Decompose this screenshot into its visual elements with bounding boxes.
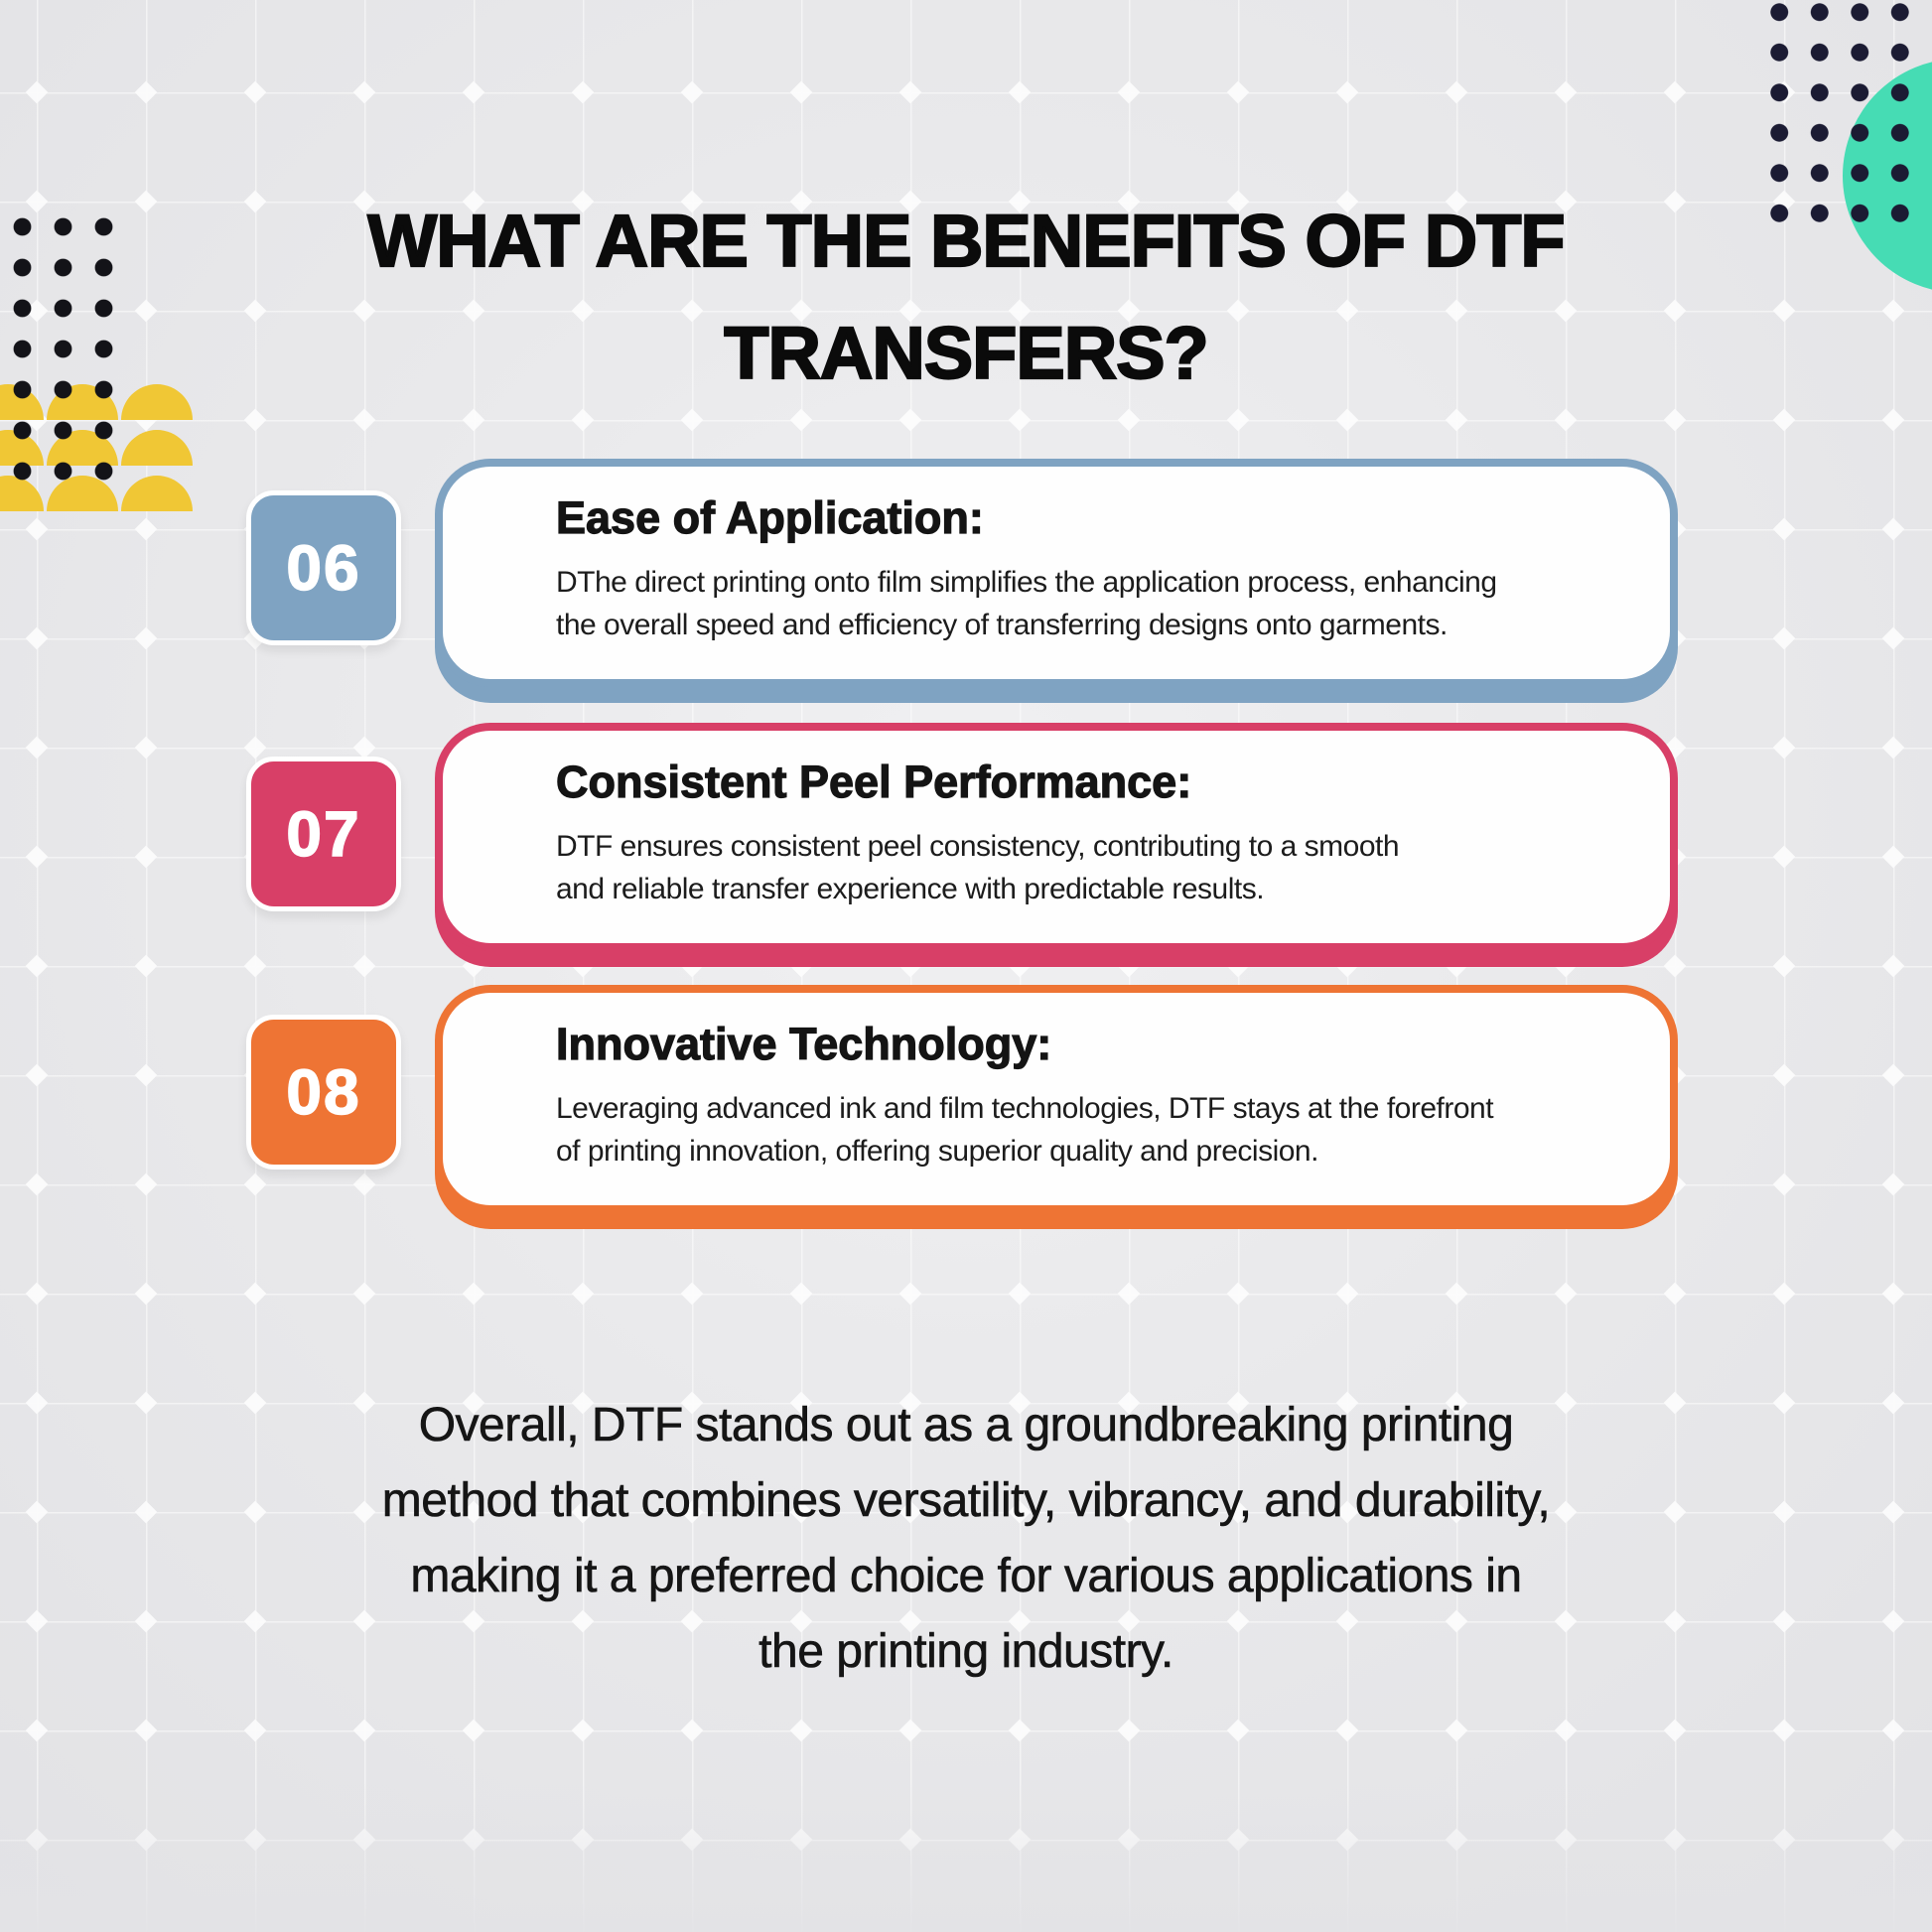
badge-number: 06 bbox=[286, 531, 361, 605]
dots-grid-top-right bbox=[1759, 0, 1920, 234]
page-title-line-1: WHAT ARE THE BENEFITS OF DTF bbox=[366, 199, 1566, 283]
benefit-card-08: Innovative Technology: Leveraging advanc… bbox=[435, 985, 1678, 1213]
benefit-body: DThe direct printing onto film simplifie… bbox=[556, 561, 1630, 646]
benefit-body: Leveraging advanced ink and film technol… bbox=[556, 1087, 1630, 1173]
page-title: WHAT ARE THE BENEFITS OF DTF TRANSFERS? bbox=[0, 185, 1932, 409]
benefit-body-line: DTF ensures consistent peel consistency,… bbox=[556, 830, 1400, 863]
conclusion-line: method that combines versatility, vibran… bbox=[381, 1474, 1551, 1528]
benefit-body-line: DThe direct printing onto film simplifie… bbox=[556, 566, 1497, 599]
number-badge-06: 06 bbox=[246, 490, 401, 645]
benefit-body: DTF ensures consistent peel consistency,… bbox=[556, 825, 1630, 910]
bottom-fade-overlay bbox=[0, 1783, 1932, 1932]
scallop-dome bbox=[121, 430, 193, 466]
conclusion-line: making it a preferred choice for various… bbox=[410, 1550, 1522, 1603]
number-badge-08: 08 bbox=[246, 1015, 401, 1170]
benefit-body-line: Leveraging advanced ink and film technol… bbox=[556, 1092, 1494, 1125]
benefit-card-07: Consistent Peel Performance: DTF ensures… bbox=[435, 723, 1678, 951]
scallop-dome bbox=[121, 476, 193, 511]
number-badge-07: 07 bbox=[246, 757, 401, 911]
conclusion-line: Overall, DTF stands out as a groundbreak… bbox=[418, 1399, 1514, 1452]
badge-number: 07 bbox=[286, 797, 361, 871]
benefit-body-line: and reliable transfer experience with pr… bbox=[556, 873, 1265, 905]
conclusion-paragraph: Overall, DTF stands out as a groundbreak… bbox=[0, 1388, 1932, 1690]
benefit-title: Innovative Technology: bbox=[555, 1018, 1052, 1069]
badge-number: 08 bbox=[286, 1055, 361, 1129]
benefit-title: Ease of Application: bbox=[555, 491, 984, 543]
benefit-title: Consistent Peel Performance: bbox=[555, 756, 1192, 807]
benefit-card-06: Ease of Application: DThe direct printin… bbox=[435, 459, 1678, 687]
dots-grid-left bbox=[2, 207, 124, 491]
benefit-body-line: the overall speed and efficiency of tran… bbox=[556, 609, 1448, 641]
conclusion-line: the printing industry. bbox=[759, 1625, 1174, 1679]
page-title-line-2: TRANSFERS? bbox=[723, 311, 1210, 395]
benefit-body-line: of printing innovation, offering superio… bbox=[556, 1135, 1318, 1168]
